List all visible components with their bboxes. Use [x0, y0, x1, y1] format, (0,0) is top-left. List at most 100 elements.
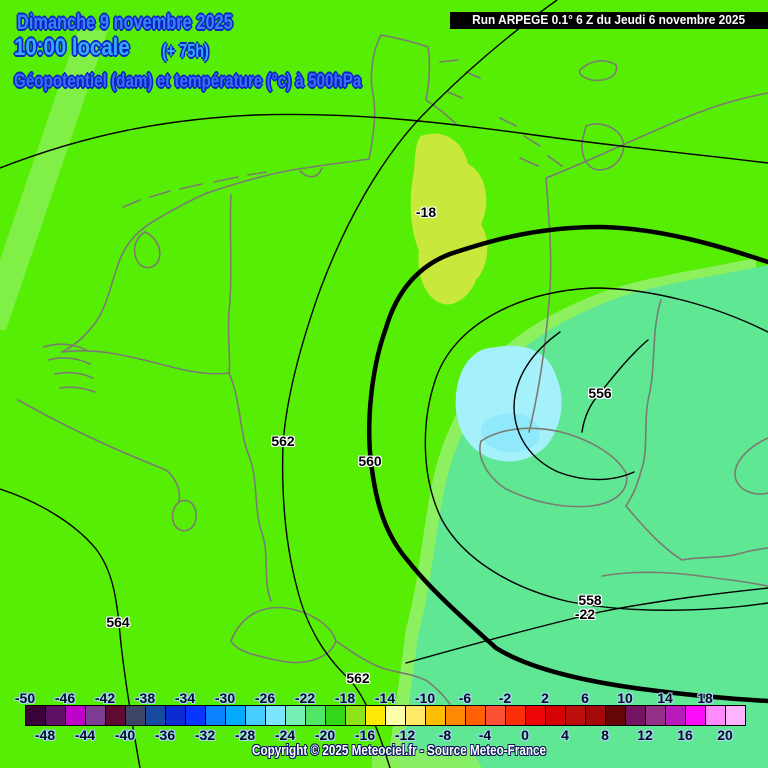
scale-label-bottom: -44: [74, 727, 96, 743]
contour-556-west: [513, 331, 635, 481]
scale-label-bottom: -28: [234, 727, 256, 743]
scale-cell: [405, 705, 426, 726]
scale-cell: [545, 705, 566, 726]
run-info-text: Run ARPEGE 0.1° 6 Z du Jeudi 6 novembre …: [472, 13, 746, 27]
scale-label-top: -10: [414, 690, 436, 706]
scale-cell: [445, 705, 466, 726]
scale-label-bottom: -20: [314, 727, 336, 743]
scale-label-top: -18: [334, 690, 356, 706]
scale-cell: [585, 705, 606, 726]
scale-label-top: -38: [134, 690, 156, 706]
scale-cell: [145, 705, 166, 726]
scale-label-bottom: -40: [114, 727, 136, 743]
scale-cell: [665, 705, 686, 726]
country-borders: [17, 34, 768, 705]
scale-label-top: -26: [254, 690, 276, 706]
scale-cell: [205, 705, 226, 726]
date-title: Dimanche 9 novembre 2025: [17, 11, 233, 34]
time-title: 10:00 locale: [14, 34, 130, 61]
scale-label-bottom: 4: [561, 727, 569, 743]
scale-label-top: 18: [697, 690, 713, 706]
map-label-geopotential-558: 558: [578, 592, 602, 608]
scale-label-top: -46: [54, 690, 76, 706]
scale-label-bottom: 16: [677, 727, 693, 743]
scale-cell: [45, 705, 66, 726]
scale-cell: [325, 705, 346, 726]
scale-label-bottom: -16: [354, 727, 376, 743]
contour-562: [281, 0, 558, 768]
scale-cell: [305, 705, 326, 726]
contour-564-north: [0, 113, 768, 169]
scale-cell: [505, 705, 526, 726]
map-label-geopotential-560: 560: [358, 453, 382, 469]
scale-label-bottom: -24: [274, 727, 296, 743]
scale-cell: [425, 705, 446, 726]
scale-label-top: 14: [657, 690, 673, 706]
scale-label-top: -22: [294, 690, 316, 706]
contour-556-east: [581, 339, 649, 433]
scale-cell: [365, 705, 386, 726]
scale-label-bottom: 8: [601, 727, 609, 743]
scale-cell: [385, 705, 406, 726]
scale-cell: [245, 705, 266, 726]
contour-558: [424, 287, 768, 611]
scale-label-top: -14: [374, 690, 396, 706]
scale-cell: [185, 705, 206, 726]
scale-cell: [285, 705, 306, 726]
scale-cell: [85, 705, 106, 726]
contour-560-thick: [367, 224, 768, 704]
map-label-geopotential-562: 562: [271, 433, 295, 449]
map-label-temperature--18: -18: [415, 204, 437, 220]
run-info-bar: Run ARPEGE 0.1° 6 Z du Jeudi 6 novembre …: [450, 12, 768, 29]
map-label-geopotential-564: 564: [106, 614, 130, 630]
scale-cell: [225, 705, 246, 726]
scale-label-top: 2: [541, 690, 549, 706]
scale-cell: [65, 705, 86, 726]
scale-cell: [685, 705, 706, 726]
scale-cell: [625, 705, 646, 726]
scale-cell: [485, 705, 506, 726]
scale-label-top: -50: [14, 690, 36, 706]
map-label-geopotential-556: 556: [588, 385, 612, 401]
scale-cell: [565, 705, 586, 726]
scale-label-bottom: -4: [478, 727, 492, 743]
scale-label-top: 6: [581, 690, 589, 706]
scale-label-top: -6: [458, 690, 472, 706]
scale-label-top: -42: [94, 690, 116, 706]
scale-cell: [525, 705, 546, 726]
scale-cell: [465, 705, 486, 726]
scale-cell: [165, 705, 186, 726]
scale-label-top: -2: [498, 690, 512, 706]
scale-label-bottom: -8: [438, 727, 452, 743]
contour-temp-minus22: [405, 587, 768, 664]
scale-label-top: -30: [214, 690, 236, 706]
scale-cell: [125, 705, 146, 726]
scale-label-bottom: 12: [637, 727, 653, 743]
forecast-offset: (+ 75h): [162, 41, 209, 61]
scale-label-bottom: -48: [34, 727, 56, 743]
scale-cell: [105, 705, 126, 726]
map-label-temperature--22: -22: [574, 606, 596, 622]
copyright-text: Copyright © 2025 Meteociel.fr - Source M…: [252, 742, 547, 759]
scale-cell: [345, 705, 366, 726]
scale-cell: [645, 705, 666, 726]
scale-label-bottom: 20: [717, 727, 733, 743]
scale-label-bottom: -36: [154, 727, 176, 743]
map-subtitle: Géopotentiel (dam) et température (°c) à…: [14, 71, 362, 92]
scale-label-top: 10: [617, 690, 633, 706]
scale-cell: [605, 705, 626, 726]
scale-cell: [705, 705, 726, 726]
scale-cell: [25, 705, 46, 726]
scale-cell: [725, 705, 746, 726]
scale-cell: [265, 705, 286, 726]
map-label-geopotential-562: 562: [346, 670, 370, 686]
scale-label-top: -34: [174, 690, 196, 706]
contour-564-south: [0, 488, 141, 768]
region-cool-strip-bottom: [372, 748, 482, 768]
scale-label-bottom: -32: [194, 727, 216, 743]
region-cold-cyan-core: [480, 413, 541, 453]
scale-label-bottom: 0: [521, 727, 529, 743]
